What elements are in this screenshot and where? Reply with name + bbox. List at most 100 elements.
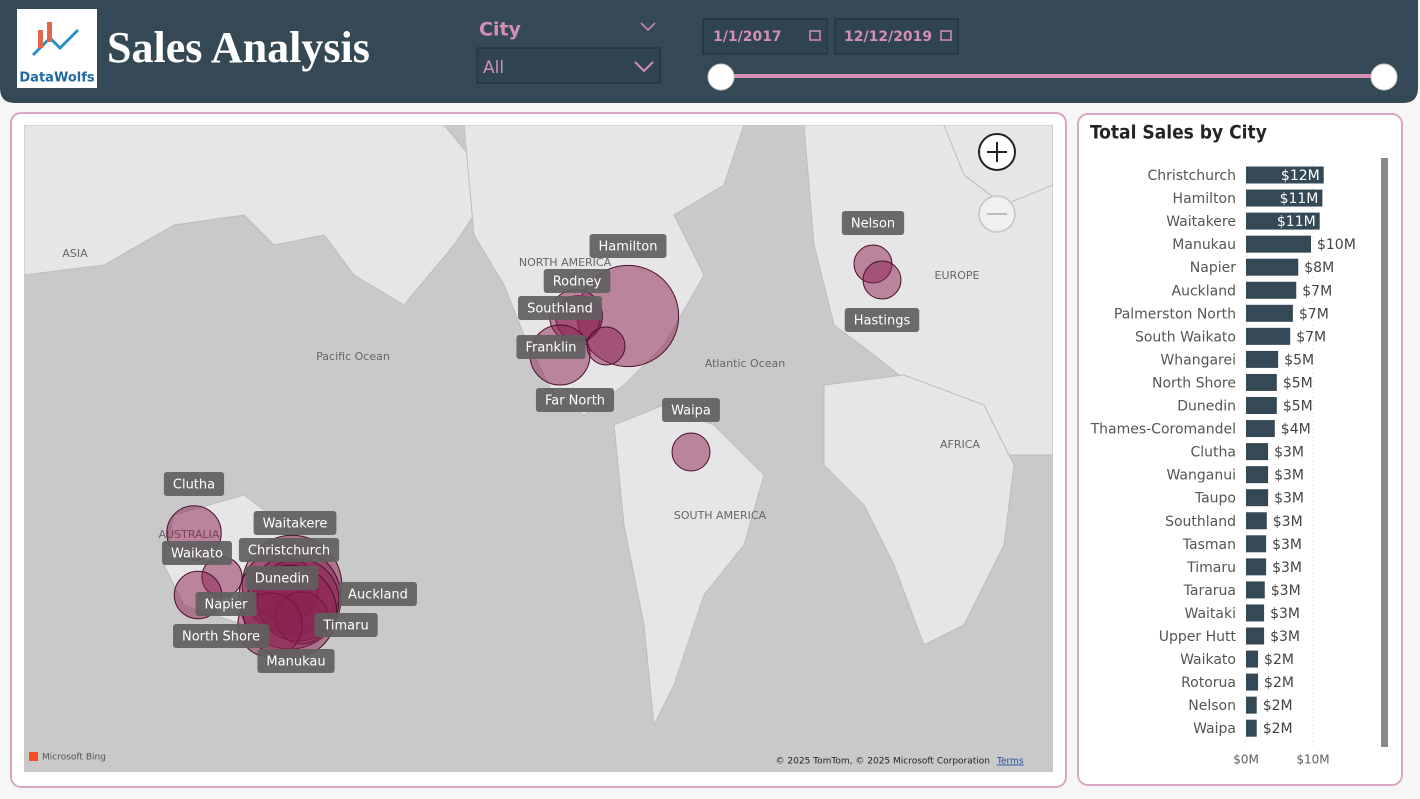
zoom-in-icon[interactable] xyxy=(987,142,1007,162)
y-tick-label: Wanganui xyxy=(1166,468,1236,484)
date-end[interactable]: 12/12/2019 xyxy=(844,29,932,45)
map-copyright: © 2025 TomTom, © 2025 Microsoft Corporat… xyxy=(776,757,990,767)
bar[interactable] xyxy=(1246,489,1269,507)
logo xyxy=(17,9,97,88)
map-attribution: Microsoft Bing xyxy=(42,753,106,763)
calendar-icon[interactable] xyxy=(809,30,821,41)
value-label: $2M xyxy=(1264,652,1294,668)
map-layer: ASIA NORTH AMERICA Pacific Ocean Atlantic O… xyxy=(62,211,980,673)
date-start[interactable]: 1/1/2017 xyxy=(713,29,782,45)
bar[interactable] xyxy=(1246,581,1265,599)
bar[interactable] xyxy=(1246,719,1257,737)
region-label: AFRICA xyxy=(940,438,980,451)
map-viewport[interactable] xyxy=(24,125,1053,772)
bing-logo xyxy=(29,752,38,761)
collapse-icon[interactable] xyxy=(640,22,656,32)
value-label: $7M xyxy=(1299,306,1329,322)
slider-handle[interactable] xyxy=(707,63,735,91)
y-tick-label: Waipa xyxy=(1193,721,1236,737)
bar[interactable] xyxy=(1246,535,1267,553)
value-label: $5M xyxy=(1283,399,1313,415)
value-label: $11M xyxy=(1280,191,1319,207)
value-label: $10M xyxy=(1317,237,1356,253)
y-tick-label: Southland xyxy=(1165,514,1236,530)
slider-handle[interactable] xyxy=(1370,63,1398,91)
logo-icon xyxy=(38,30,43,48)
bubble-label: Timaru xyxy=(322,619,368,634)
bar[interactable] xyxy=(1246,604,1265,622)
y-tick-label: Tararua xyxy=(1183,583,1236,599)
bar[interactable] xyxy=(1246,304,1293,322)
value-label: $11M xyxy=(1277,214,1316,230)
bubble-label: Christchurch xyxy=(248,544,330,559)
value-label: $3M xyxy=(1272,537,1302,553)
bubble-label-box xyxy=(844,308,920,332)
value-label: $3M xyxy=(1272,560,1302,576)
bubble-label-box xyxy=(163,472,225,496)
y-tick-label: Nelson xyxy=(1188,698,1236,714)
y-tick-label: Waikato xyxy=(1180,652,1236,668)
bar[interactable] xyxy=(1246,443,1269,461)
dropdown-arrow[interactable] xyxy=(634,61,654,73)
value-label: $3M xyxy=(1270,606,1300,622)
region-label: Pacific Ocean xyxy=(316,350,390,363)
bar[interactable] xyxy=(1246,627,1265,645)
y-tick-label: South Waikato xyxy=(1135,329,1236,345)
bar[interactable] xyxy=(1246,373,1277,391)
y-tick-label: North Shore xyxy=(1152,375,1236,391)
y-tick-label: Hamilton xyxy=(1173,191,1236,207)
date-start-box[interactable] xyxy=(702,18,828,55)
logo-text: DataWolfs xyxy=(19,71,94,86)
bubble-label: Waikato xyxy=(171,547,223,562)
bubble-label-box xyxy=(253,511,337,535)
scrollbar[interactable] xyxy=(1381,158,1388,747)
bar[interactable] xyxy=(1246,281,1297,299)
bubble-label-box xyxy=(314,613,378,637)
city-dropdown[interactable] xyxy=(476,47,661,84)
bubble-label-box xyxy=(238,538,340,562)
bar[interactable] xyxy=(1246,512,1267,530)
region-label: NORTH AMERICA xyxy=(519,256,612,269)
value-label: $8M xyxy=(1304,260,1334,276)
bar[interactable] xyxy=(1246,166,1324,184)
y-tick-label: Waitakere xyxy=(1166,214,1236,230)
y-tick-label: Palmerston North xyxy=(1114,306,1236,322)
calendar-icon[interactable] xyxy=(940,30,952,41)
logo-icon xyxy=(47,22,52,42)
bubble-label-box xyxy=(662,398,720,422)
chart-panel xyxy=(1077,113,1403,786)
date-end-box[interactable] xyxy=(834,18,959,55)
bubble[interactable] xyxy=(671,432,711,472)
y-tick-label: Clutha xyxy=(1191,445,1236,461)
bubble-label: Waipa xyxy=(671,404,711,419)
bubble[interactable] xyxy=(862,260,902,300)
region-label: Atlantic Ocean xyxy=(705,357,786,370)
value-label: $5M xyxy=(1284,352,1314,368)
bubble-label: Far North xyxy=(545,394,605,409)
terms-link[interactable]: Terms xyxy=(996,757,1024,767)
bubble[interactable] xyxy=(586,326,626,366)
bar[interactable] xyxy=(1246,650,1259,668)
bar[interactable] xyxy=(1246,673,1259,691)
bar[interactable] xyxy=(1246,258,1299,276)
bar[interactable] xyxy=(1246,189,1323,207)
bar[interactable] xyxy=(1246,397,1277,414)
value-label: $3M xyxy=(1274,491,1304,507)
bubble-label-box xyxy=(516,335,586,359)
bar[interactable] xyxy=(1246,327,1291,345)
bar[interactable] xyxy=(1246,212,1320,230)
y-tick-label: Whangarei xyxy=(1160,352,1236,368)
y-tick-label: Christchurch xyxy=(1147,168,1236,184)
bubble-label-box xyxy=(339,582,417,606)
bar[interactable] xyxy=(1246,466,1269,484)
bar[interactable] xyxy=(1246,235,1311,253)
bar[interactable] xyxy=(1246,558,1267,576)
city-value[interactable]: All xyxy=(483,58,504,78)
bar[interactable] xyxy=(1246,350,1279,368)
bar[interactable] xyxy=(1246,420,1275,438)
bar[interactable] xyxy=(1246,696,1257,714)
zoom-controls xyxy=(978,133,1016,233)
y-tick-label: Manukau xyxy=(1172,237,1236,253)
bubble-label: Dunedin xyxy=(255,572,310,587)
